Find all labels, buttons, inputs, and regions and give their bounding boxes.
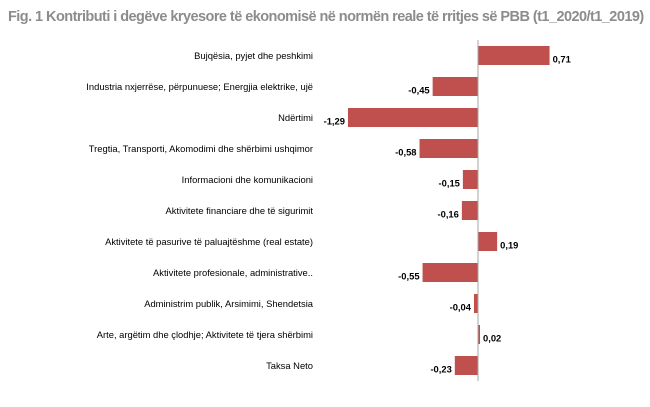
category-label: Aktivitete të pasurive të paluajtëshme (…: [105, 236, 313, 247]
category-label: Industria nxjerrëse, përpunuese; Energji…: [86, 81, 313, 92]
value-label: -0,16: [437, 209, 458, 220]
category-label: Aktivitete profesionale, administrative.…: [153, 267, 313, 278]
bar: [432, 77, 478, 96]
category-label: Informacioni dhe komunikacioni: [182, 174, 313, 185]
bar: [347, 108, 478, 127]
category-label: Bujqësia, pyjet dhe peshkimi: [194, 50, 313, 61]
category-label: Aktivitete financiare dhe të sigurimit: [166, 205, 314, 216]
bar: [461, 201, 478, 220]
category-label: Tregtia, Transporti, Akomodimi dhe shërb…: [89, 143, 313, 154]
value-label: 0,71: [553, 54, 571, 65]
chart-title: Fig. 1 Kontributi i degëve kryesore të e…: [8, 9, 644, 25]
category-label: Administrim publik, Arsimimi, Shendetsia: [144, 298, 314, 309]
value-label: -0,55: [398, 271, 419, 282]
value-label: -1,29: [324, 116, 345, 127]
bar: [419, 139, 478, 158]
bar: [454, 356, 478, 375]
bar: [478, 325, 481, 344]
value-label: -0,45: [408, 85, 429, 96]
value-label: -0,23: [430, 364, 451, 375]
value-label: -0,15: [439, 178, 460, 189]
bar: [422, 263, 478, 282]
category-label: Ndërtimi: [278, 112, 313, 123]
value-label: -0,58: [395, 147, 416, 158]
bar: [462, 170, 478, 189]
bar: [478, 232, 498, 251]
value-label: -0,04: [450, 302, 472, 313]
category-label: Arte, argëtim dhe çlodhje; Aktivitete të…: [97, 329, 313, 340]
value-label: 0,19: [500, 240, 518, 251]
category-label: Taksa Neto: [266, 360, 313, 371]
bar: [473, 294, 478, 313]
bar: [478, 46, 550, 65]
value-label: 0,02: [483, 333, 501, 344]
